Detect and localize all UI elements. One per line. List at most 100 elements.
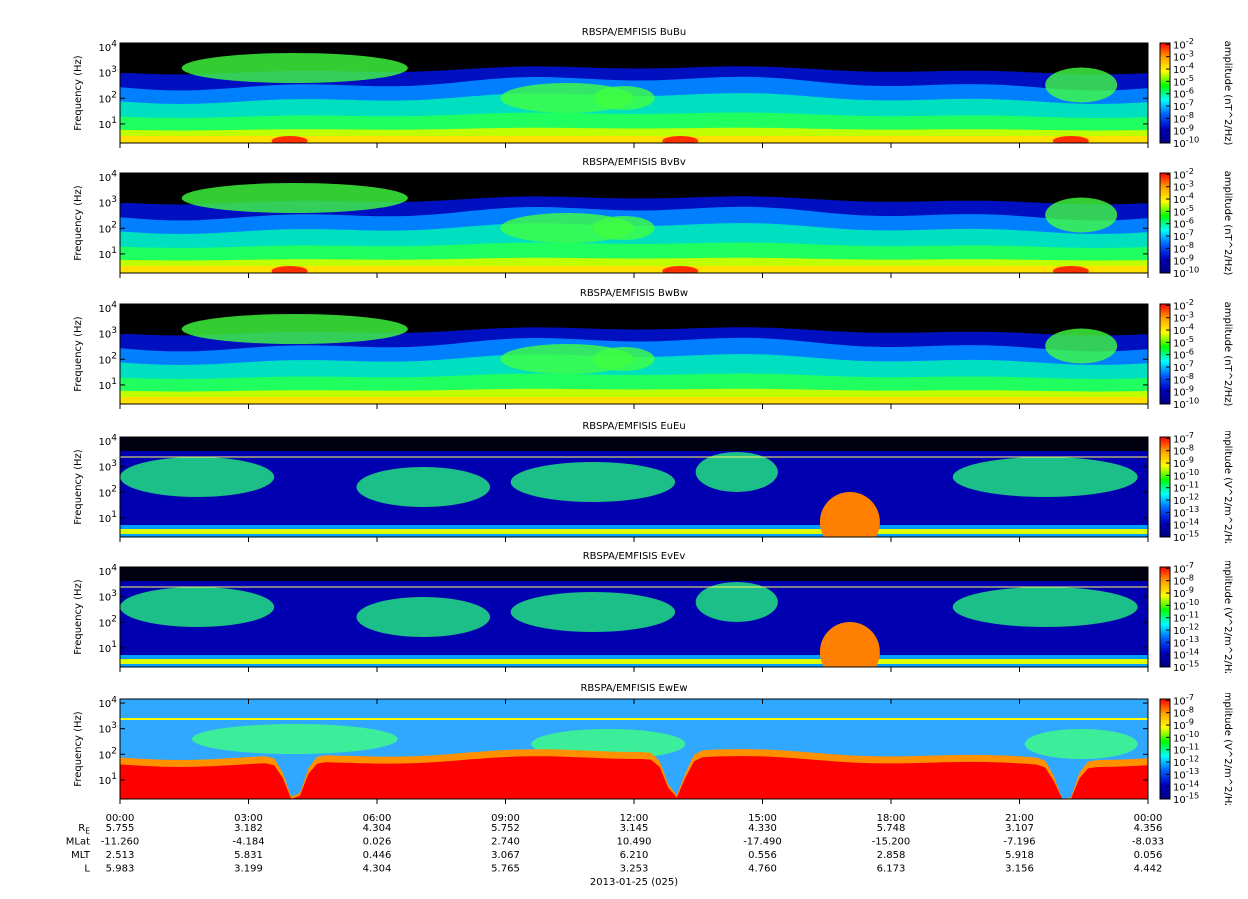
y-tick-label: 101 <box>99 510 117 525</box>
y-tick-label: 102 <box>99 90 117 105</box>
y-tick-label: 104 <box>99 169 118 184</box>
ephemeris-label: MLat <box>66 837 90 848</box>
colorbar-tick-label: 10-12 <box>1173 753 1199 769</box>
ephemeris-value: 3.182 <box>234 823 263 834</box>
colorbar <box>1159 436 1171 538</box>
colorbar-tick-label: 10-11 <box>1173 479 1199 495</box>
ephemeris-value: 0.026 <box>363 837 392 848</box>
colorbar-tick-label: 10-8 <box>1173 442 1194 458</box>
colorbar-label-group: amplitude (V^2/m^2/Hz) <box>1222 693 1233 805</box>
ephemeris-value: 3.199 <box>234 864 263 875</box>
colorbar-tick-label: 10-12 <box>1173 491 1199 507</box>
ephemeris-value: -7.196 <box>1003 837 1035 848</box>
low-line <box>120 529 1148 534</box>
wave-blob <box>952 457 1138 497</box>
hot-spot <box>1052 136 1089 143</box>
y-tick-label: 101 <box>99 116 117 131</box>
ephemeris-value: 2.740 <box>491 837 520 848</box>
colorbar-tick-label: 10-11 <box>1173 609 1199 625</box>
ephemeris-label: MLT <box>71 850 91 861</box>
colorbar-tick-label: 10-8 <box>1173 370 1194 386</box>
x-tick-label: 06:00 <box>363 813 392 824</box>
colorbar-tick-label: 10-15 <box>1173 528 1199 544</box>
colorbar-tick-label: 10-9 <box>1173 454 1194 470</box>
red-band <box>120 756 1148 799</box>
y-tick-label: 103 <box>99 720 117 735</box>
colorbar-tick-label: 10-9 <box>1173 252 1194 268</box>
spectrogram <box>120 43 1148 143</box>
colorbar-tick-label: 10-13 <box>1173 503 1199 519</box>
ephemeris-value: 5.765 <box>491 864 520 875</box>
colorbar-tick-label: 10-7 <box>1173 692 1194 708</box>
y-tick-label: 103 <box>99 458 117 473</box>
ephemeris-value: 6.210 <box>620 850 649 861</box>
wave-blob <box>510 592 676 632</box>
colorbar-tick-label: 10-10 <box>1173 134 1199 150</box>
ephemeris-value: 3.253 <box>620 864 649 875</box>
colorbar-tick-label: 10-10 <box>1173 466 1199 482</box>
colorbar-tick-label: 10-6 <box>1173 215 1194 231</box>
panel-title: RBSPA/EMFISIS EvEv <box>583 551 686 562</box>
y-tick-label: 103 <box>99 588 117 603</box>
spectrogram <box>120 699 1148 799</box>
wave-blob <box>695 582 778 622</box>
colorbar-tick-label: 10-4 <box>1173 321 1194 337</box>
x-tick-label: 21:00 <box>1005 813 1034 824</box>
colorbar-tick-label: 10-3 <box>1173 178 1194 194</box>
y-axis-label: Frequency (Hz) <box>73 449 84 525</box>
x-tick-label: 00:00 <box>106 813 135 824</box>
colorbar <box>1159 172 1171 274</box>
ephemeris-value: 4.304 <box>363 823 392 834</box>
y-tick-label: 102 <box>99 484 117 499</box>
y-tick-label: 102 <box>99 614 117 629</box>
ephemeris-value: 2.858 <box>877 850 906 861</box>
y-tick-label: 104 <box>99 433 118 448</box>
ephemeris-value: -11.260 <box>101 837 140 848</box>
y-tick-label: 103 <box>99 194 117 209</box>
ephemeris-value: 5.752 <box>491 823 520 834</box>
panel-title: RBSPA/EMFISIS EwEw <box>580 683 687 694</box>
colorbar-tick-label: 10-3 <box>1173 48 1194 64</box>
colorbar-tick-label: 10-14 <box>1173 778 1199 794</box>
ephemeris-value: -15.200 <box>872 837 911 848</box>
y-tick-label: 101 <box>99 640 117 655</box>
colorbar-tick-label: 10-8 <box>1173 109 1194 125</box>
ephemeris-value: 0.056 <box>1134 850 1163 861</box>
chorus-blob <box>592 216 655 240</box>
y-tick-label: 101 <box>99 377 117 392</box>
chorus-blob <box>592 86 655 110</box>
ephemeris-value: 3.067 <box>491 850 520 861</box>
ephemeris-value: 4.304 <box>363 864 392 875</box>
wave-blob <box>356 597 491 637</box>
hot-spot <box>1052 266 1089 273</box>
panel-title: RBSPA/EMFISIS BuBu <box>582 27 686 38</box>
colorbar-tick-label: 10-10 <box>1173 596 1199 612</box>
x-tick-label: 09:00 <box>491 813 520 824</box>
colorbar-tick-label: 10-8 <box>1173 704 1194 720</box>
wave-band <box>120 136 1148 143</box>
spectrogram <box>120 567 1148 667</box>
ephemeris-value: 5.918 <box>1005 850 1034 861</box>
colorbar-tick-label: 10-7 <box>1173 430 1194 446</box>
y-tick-label: 101 <box>99 772 117 787</box>
spectrogram <box>120 304 1148 404</box>
wave-blob <box>1024 729 1138 759</box>
colorbar-tick-label: 10-9 <box>1173 383 1194 399</box>
chorus-blob <box>181 314 408 344</box>
colorbar-tick-label: 10-9 <box>1173 716 1194 732</box>
ephemeris-value: 10.490 <box>617 837 652 848</box>
ephemeris-value: 0.446 <box>363 850 392 861</box>
y-tick-label: 102 <box>99 746 117 761</box>
hot-spot <box>271 266 308 273</box>
ephemeris-value: 5.983 <box>106 864 135 875</box>
colorbar-tick-label: 10-7 <box>1173 358 1194 374</box>
x-tick-label: 00:00 <box>1134 813 1163 824</box>
chorus-blob <box>181 53 408 83</box>
spectrogram <box>120 173 1148 273</box>
y-tick-label: 103 <box>99 325 117 340</box>
ephemeris-value: 4.356 <box>1134 823 1163 834</box>
y-tick-label: 104 <box>99 695 118 710</box>
hot-spot <box>819 492 880 537</box>
colorbar-tick-label: 10-6 <box>1173 85 1194 101</box>
